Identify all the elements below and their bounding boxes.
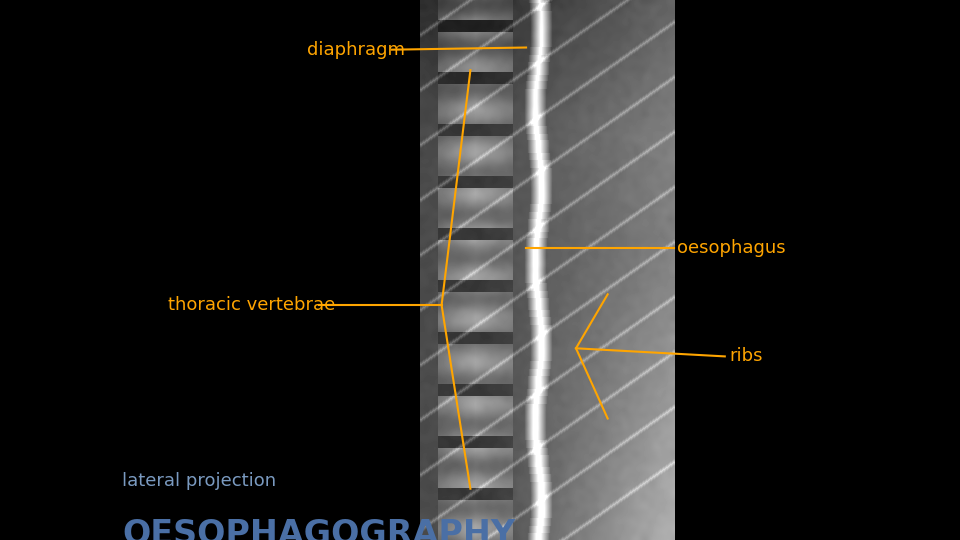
Text: OESOPHAGOGRAPHY: OESOPHAGOGRAPHY: [122, 518, 516, 540]
Text: oesophagus: oesophagus: [677, 239, 785, 258]
Text: lateral projection: lateral projection: [122, 472, 276, 490]
Text: ribs: ribs: [730, 347, 763, 366]
Text: diaphragm: diaphragm: [307, 40, 405, 59]
Text: thoracic vertebrae: thoracic vertebrae: [168, 296, 335, 314]
